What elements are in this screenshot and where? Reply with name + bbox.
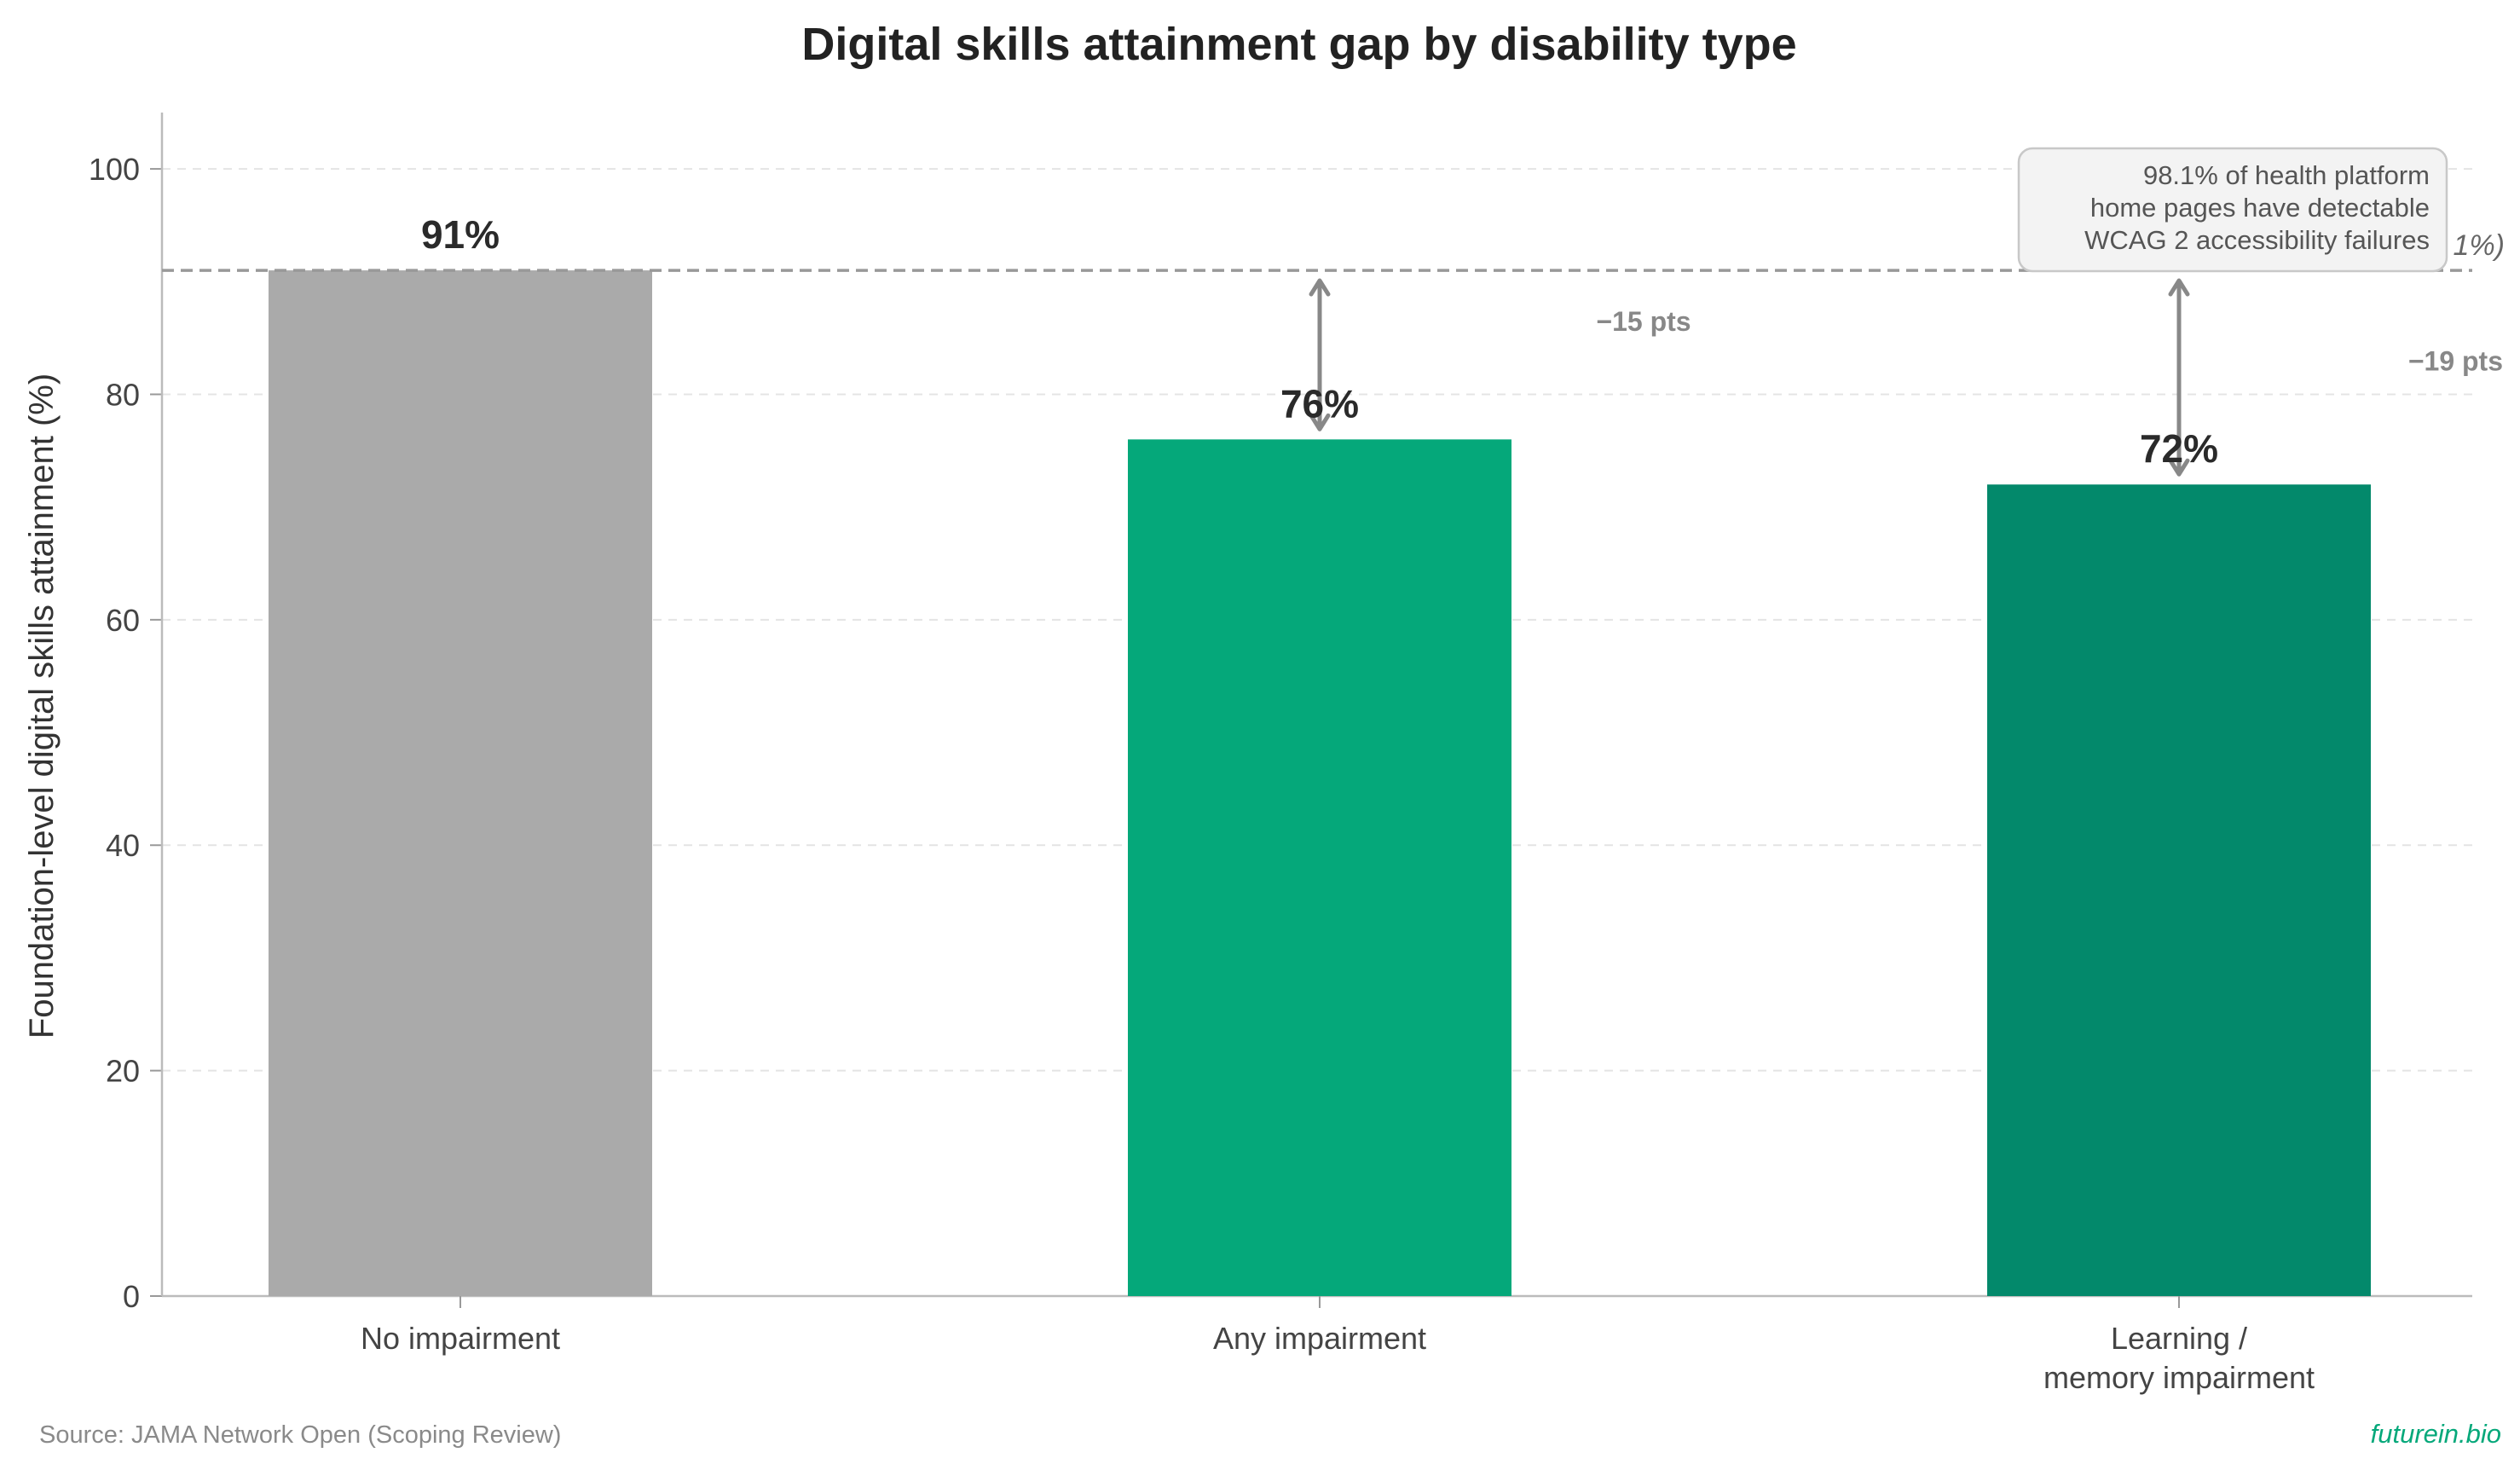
bar bbox=[269, 270, 652, 1297]
y-tick-label: 60 bbox=[106, 603, 140, 638]
x-tick-labels: No impairment Any impairment Learning / mem… bbox=[361, 1321, 2315, 1395]
bar bbox=[1128, 439, 1511, 1296]
bar-value-label: 72% bbox=[2140, 426, 2218, 471]
y-tick-label: 80 bbox=[106, 377, 140, 412]
reference-line: 1%) bbox=[162, 229, 2505, 272]
chart-title: Digital skills attainment gap by disabil… bbox=[801, 19, 1796, 70]
x-tick-label: Learning / bbox=[2111, 1321, 2247, 1356]
gap-arrows: −15 pts −19 pts bbox=[1309, 278, 2503, 477]
y-tick-label: 100 bbox=[89, 152, 140, 187]
gap-label: −15 pts bbox=[1596, 306, 1691, 337]
gap-arrow-head bbox=[2168, 458, 2190, 477]
source-note: Source: JAMA Network Open (Scoping Revie… bbox=[39, 1421, 561, 1449]
annotation-box-frame bbox=[2017, 147, 2448, 273]
y-axis-label: Foundation-level digital skills attainme… bbox=[23, 373, 61, 1039]
y-tick-label: 0 bbox=[123, 1279, 140, 1314]
gap-label: −19 pts bbox=[2408, 346, 2503, 377]
bar bbox=[1987, 484, 2371, 1296]
annotation-text-line: WCAG 2 accessibility failures bbox=[2084, 225, 2430, 255]
reference-line-label: 1%) bbox=[2454, 229, 2505, 262]
x-tick-label: memory impairment bbox=[2043, 1360, 2315, 1395]
gap-arrow-head bbox=[2168, 278, 2190, 297]
y-tick-label: 40 bbox=[106, 828, 140, 863]
x-tick-label: Any impairment bbox=[1213, 1321, 1426, 1356]
gap-arrow-head bbox=[1309, 413, 1331, 431]
bars bbox=[269, 270, 2371, 1297]
annotation-text-line: 98.1% of health platform bbox=[2143, 160, 2430, 190]
y-tick-label: 20 bbox=[106, 1054, 140, 1089]
annotation-text-line: home pages have detectable bbox=[2090, 193, 2430, 223]
bar-value-label: 91% bbox=[421, 212, 500, 257]
bar-value-label: 76% bbox=[1280, 381, 1359, 425]
brand-label: futurein.bio bbox=[2371, 1419, 2501, 1449]
bar-value-labels: 91% 76% 72% bbox=[421, 212, 2218, 471]
gap-arrow-head bbox=[1309, 278, 1331, 297]
x-tick-label: No impairment bbox=[361, 1321, 560, 1356]
